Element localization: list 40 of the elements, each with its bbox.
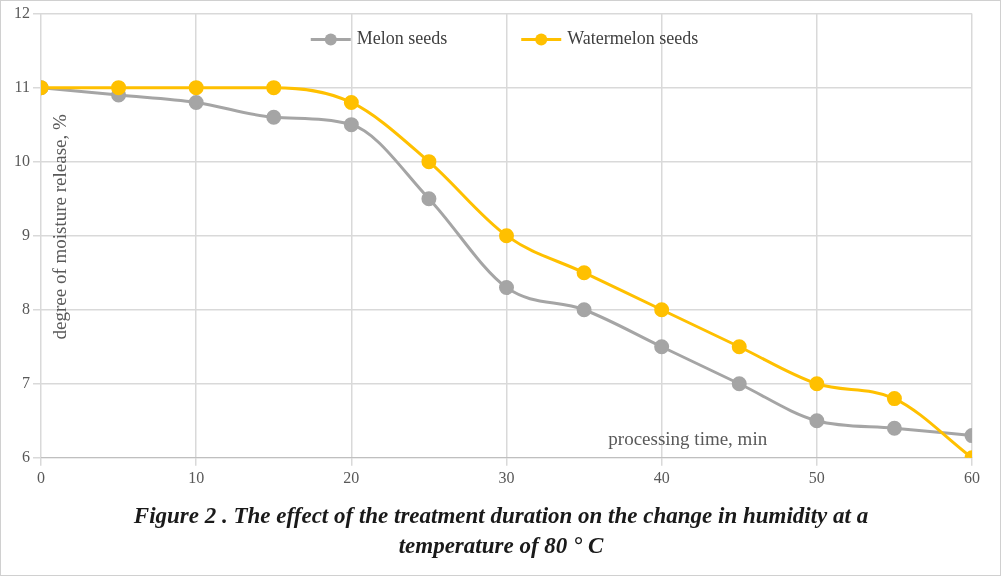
x-tick-label: 10 [188,468,205,486]
point [188,80,204,96]
point [731,339,747,355]
x-tick-label: 20 [343,468,360,486]
point [188,94,204,110]
point [654,339,670,355]
point [731,376,747,392]
y-tick-label: 11 [14,77,30,95]
y-tick-label: 10 [14,151,30,169]
y-tick-label: 9 [22,225,30,243]
y-tick-label: 8 [22,299,30,317]
y-axis-title: degree of moisture release, % [48,114,70,340]
point [809,376,825,392]
point [343,94,359,110]
point [111,80,127,96]
point [266,80,282,96]
point [576,302,592,318]
point [499,280,514,296]
point [266,109,282,125]
point [499,228,514,244]
point [809,413,825,429]
point [421,154,437,170]
legend-label: Melon seeds [356,28,448,49]
y-tick-label: 6 [22,448,30,465]
y-tick-label: 12 [14,3,30,21]
point [421,191,437,207]
point [576,265,592,281]
x-tick-label: 0 [37,468,45,486]
x-tick-label: 30 [498,468,515,486]
point [886,420,902,436]
y-tick-label: 7 [22,373,30,391]
x-tick-label: 60 [964,468,980,486]
point [886,391,902,407]
point [654,302,670,318]
text: Figure 2 . The effect of the treatment duration on the change in humidity at a temperature of 80 ° C [132,502,870,560]
x-tick-label: 40 [653,468,670,486]
point [343,117,359,133]
x-axis-title: processing time, min [608,428,768,450]
x-tick-label: 50 [808,468,825,486]
legend-label: Watermelon seeds [567,28,699,49]
